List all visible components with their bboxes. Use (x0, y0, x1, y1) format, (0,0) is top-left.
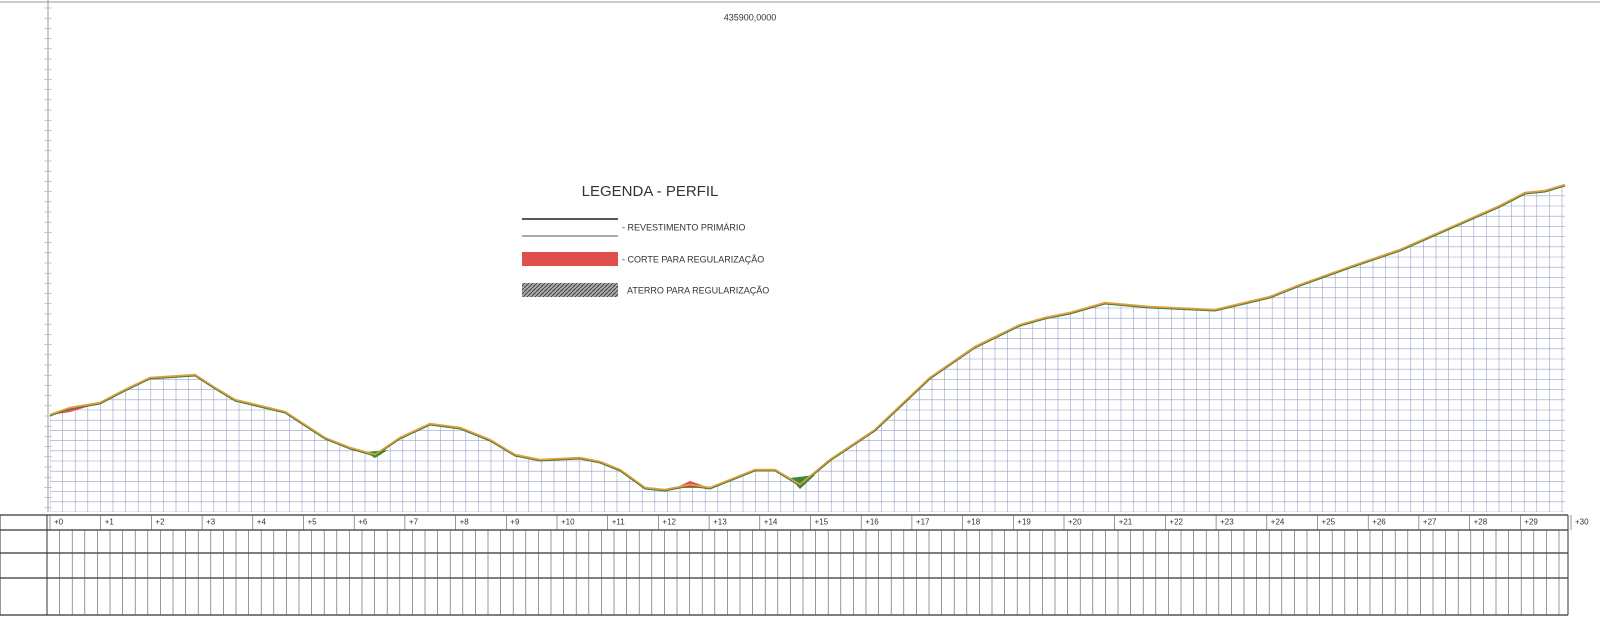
station-label: +13 (713, 518, 727, 527)
coordinate-label: 435900,0000 (724, 12, 777, 22)
station-label: +25 (1322, 518, 1336, 527)
station-label: +18 (967, 518, 981, 527)
legend-swatch-cut (522, 252, 618, 266)
station-label: +23 (1220, 518, 1234, 527)
legend-item: - REVESTIMENTO PRIMÁRIO (622, 222, 745, 232)
station-label: +24 (1271, 518, 1285, 527)
y-ticks (44, 7, 52, 509)
station-label: +19 (1017, 518, 1031, 527)
station-label: +29 (1524, 518, 1538, 527)
station-label: +9 (510, 518, 520, 527)
station-label: +16 (865, 518, 879, 527)
station-label: +17 (916, 518, 930, 527)
station-label: +1 (105, 518, 115, 527)
legend-item: ATERRO PARA REGULARIZAÇÃO (627, 285, 769, 295)
station-label: +20 (1068, 518, 1082, 527)
station-label: +6 (358, 518, 368, 527)
station-label: +27 (1423, 518, 1437, 527)
station-label: +14 (764, 518, 778, 527)
station-label: +21 (1119, 518, 1133, 527)
legend-swatch-fill (522, 283, 618, 297)
station-label: +12 (662, 518, 676, 527)
station-label: +26 (1372, 518, 1386, 527)
station-label: +7 (409, 518, 419, 527)
station-label: +15 (815, 518, 829, 527)
legend-item: - CORTE PARA REGULARIZAÇÃO (622, 254, 764, 264)
station-label: +0 (54, 518, 64, 527)
legend-title: LEGENDA - PERFIL (582, 183, 719, 200)
station-label: +4 (257, 518, 267, 527)
station-label: +8 (460, 518, 470, 527)
station-label: +11 (612, 518, 626, 527)
station-label: +22 (1169, 518, 1183, 527)
station-label: +5 (308, 518, 318, 527)
station-label: +3 (206, 518, 216, 527)
profile-line (49, 183, 1566, 492)
station-label: +28 (1474, 518, 1488, 527)
station-label: +10 (561, 518, 575, 527)
grid (50, 185, 1565, 512)
data-table: +0 +1 +2 +3 +4 +5 +6 +7 +8 +9 +10 +11 +12 +13 +14 +15 +1… (0, 514, 1589, 616)
station-label: +30 (1575, 518, 1589, 527)
profile-line-inner (49, 185, 1566, 492)
station-label: +2 (155, 518, 165, 527)
